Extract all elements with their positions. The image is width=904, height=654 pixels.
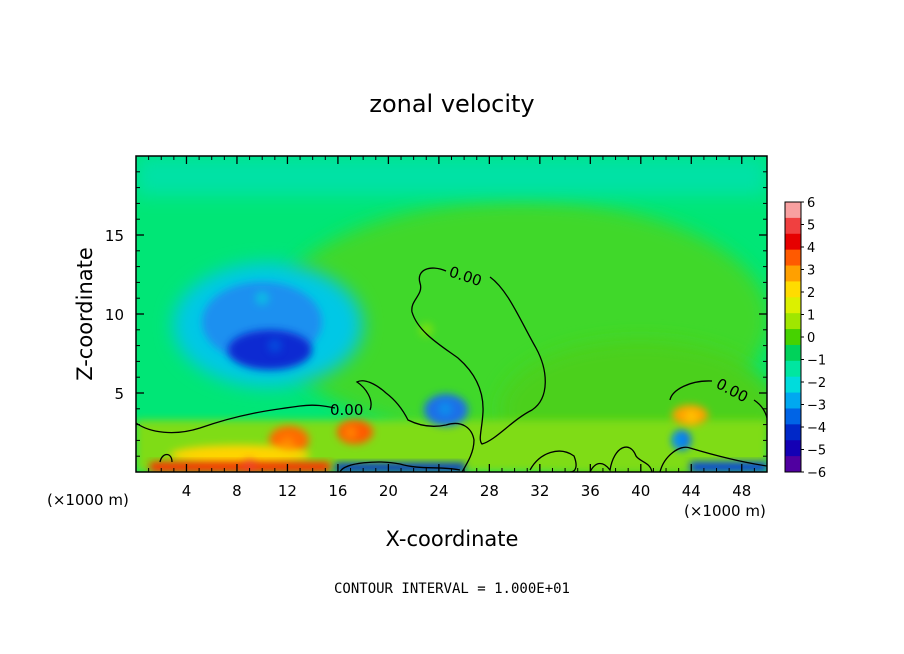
- x-tick-label: 28: [480, 482, 499, 500]
- colorbar-swatch: [785, 329, 801, 346]
- colorbar-tick-label: 1: [807, 309, 815, 324]
- plot-area: [136, 156, 767, 472]
- field-extremum: [419, 322, 434, 337]
- x-tick-label: 40: [631, 482, 650, 500]
- field-extremum: [267, 338, 282, 353]
- x-tick-label: 20: [379, 482, 398, 500]
- colorbar-swatch: [785, 456, 801, 473]
- y-tick-label: 10: [105, 306, 124, 324]
- colorbar-swatch: [785, 424, 801, 441]
- x-tick-label: 32: [530, 482, 549, 500]
- field-extremum: [242, 458, 257, 472]
- y-tick-label: 5: [114, 385, 124, 403]
- field-region-negative-bottom-right: [690, 462, 767, 472]
- y-tick-label: 15: [105, 227, 124, 245]
- zero-contour-upper: [411, 267, 546, 445]
- x-axis: 4 8 12 16 20 24 28 32 36 40 44 48: [148, 156, 755, 500]
- colorbar-swatch: [785, 360, 801, 378]
- x-tick-label: 12: [278, 482, 297, 500]
- colorbar-swatch: [785, 217, 801, 235]
- field-extremum: [255, 291, 270, 306]
- field-region-upper: [136, 156, 767, 196]
- x-tick-label: 8: [232, 482, 242, 500]
- colorbar-tick-label: 6: [807, 196, 815, 211]
- colorbar-swatch: [785, 265, 801, 282]
- colorbar-tick-label: 5: [807, 219, 815, 234]
- field-extremum: [343, 425, 358, 440]
- field-region-positive-patch-3: [170, 445, 310, 465]
- field-extremum: [438, 401, 453, 416]
- colorbar-swatch: [785, 202, 801, 219]
- colorbar-tick-label: −6: [807, 466, 826, 481]
- colorbar: 6 5 4 3 2 1 0 −1 −2 −3 −4 −5 −6: [784, 196, 826, 481]
- colorbar-swatch: [785, 376, 801, 394]
- colorbar-swatch: [785, 233, 801, 251]
- colorbar-tick-label: −3: [807, 399, 826, 414]
- x-tick-label: 24: [429, 482, 448, 500]
- colorbar-tick-label: −1: [807, 354, 826, 369]
- colorbar-swatch: [785, 440, 801, 457]
- y-axis-label: Z-coordinate: [73, 247, 97, 381]
- field-region-negative-bottom: [335, 463, 465, 472]
- contour-interval-note: CONTOUR INTERVAL = 1.000E+01: [334, 581, 570, 597]
- x-tick-label: 36: [581, 482, 600, 500]
- colorbar-swatch: [785, 249, 801, 267]
- colorbar-swatch: [785, 297, 801, 314]
- x-axis-label: X-coordinate: [386, 527, 519, 551]
- x-tick-label: 4: [182, 482, 192, 500]
- colorbar-swatch: [785, 392, 801, 409]
- x-tick-label: 16: [328, 482, 347, 500]
- field-extremum: [280, 436, 295, 451]
- x-unit-right: (×1000 m): [684, 502, 766, 520]
- zero-contour-bottom: [159, 446, 767, 472]
- colorbar-tick-label: 4: [807, 241, 815, 256]
- colorbar-tick-label: 0: [807, 331, 815, 346]
- x-tick-label: 44: [682, 482, 701, 500]
- x-unit-left: (×1000 m): [47, 491, 129, 509]
- colorbar-swatch: [785, 344, 801, 362]
- contour-label: 0.00: [330, 401, 363, 419]
- zero-contour-lower: [136, 380, 475, 472]
- colorbar-tick-label: 3: [807, 264, 815, 279]
- x-tick-label: 48: [732, 482, 751, 500]
- velocity-field: [136, 156, 767, 472]
- field-region-positive-bottom: [150, 462, 330, 472]
- chart-title: zonal velocity: [369, 90, 534, 118]
- colorbar-tick-label: 2: [807, 286, 815, 301]
- colorbar-swatch: [785, 408, 801, 425]
- colorbar-tick-label: −4: [807, 421, 826, 436]
- zero-contour-lines: [136, 267, 767, 472]
- colorbar-tick-label: −2: [807, 376, 826, 391]
- colorbar-tick-label: −5: [807, 444, 826, 459]
- colorbar-swatch: [785, 313, 801, 330]
- field-extremum: [684, 409, 699, 424]
- colorbar-swatch: [785, 281, 801, 298]
- field-extremum: [671, 433, 686, 448]
- y-axis: 5 10 15: [105, 171, 767, 457]
